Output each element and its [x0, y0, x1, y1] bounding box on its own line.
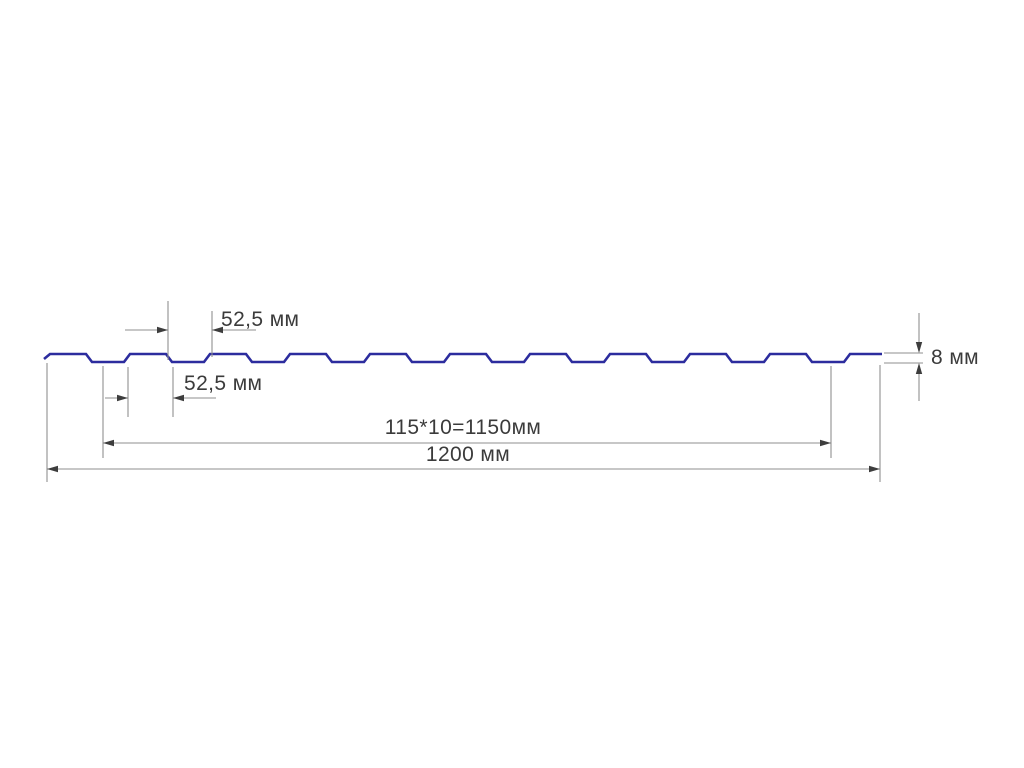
- arrowhead-up-icon: [915, 363, 923, 374]
- profile-height-label: 8 мм: [931, 346, 979, 369]
- arrowhead-right-icon: [157, 326, 168, 334]
- dim-profile-height: 8 мм: [884, 313, 979, 401]
- arrowhead-left-icon: [47, 465, 58, 473]
- overall-width-label: 1200 мм: [426, 443, 510, 466]
- arrowhead-right-icon: [117, 394, 128, 402]
- arrowhead-left-icon: [173, 394, 184, 402]
- arrowhead-down-icon: [915, 342, 923, 353]
- rib-bottom-label: 52,5 мм: [184, 372, 262, 395]
- dim-modules: 115*10=1150мм: [102, 366, 832, 458]
- dim-rib-bottom: 52,5 мм: [105, 367, 262, 417]
- arrowhead-right-icon: [820, 439, 831, 447]
- arrowhead-right-icon: [869, 465, 880, 473]
- arrowhead-left-icon: [212, 326, 223, 334]
- modules-label: 115*10=1150мм: [385, 416, 542, 439]
- rib-top-label: 52,5 мм: [221, 308, 299, 331]
- dim-overall-width: 1200 мм: [46, 363, 881, 482]
- dim-rib-top: 52,5 мм: [125, 301, 299, 360]
- sheet-profile-line: [43, 352, 882, 364]
- arrowhead-left-icon: [103, 439, 114, 447]
